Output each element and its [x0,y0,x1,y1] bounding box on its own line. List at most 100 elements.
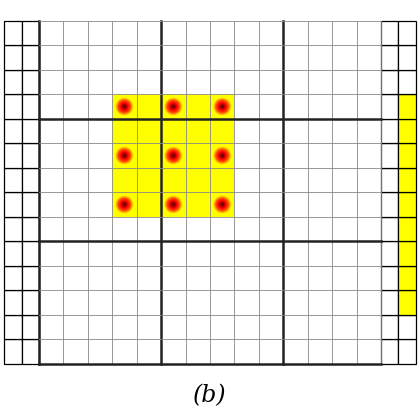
Bar [4,94,21,119]
Bar [381,192,399,217]
Circle shape [118,150,130,162]
Circle shape [121,202,127,207]
Bar [4,192,21,217]
Circle shape [165,148,181,163]
Circle shape [119,199,130,210]
Circle shape [220,202,225,207]
Bar [399,290,416,315]
Circle shape [120,102,129,111]
Circle shape [216,100,228,113]
Circle shape [118,100,131,113]
Circle shape [167,199,179,210]
Circle shape [120,151,129,160]
Circle shape [117,99,132,114]
Circle shape [120,200,129,208]
Circle shape [121,152,128,159]
Circle shape [168,102,178,111]
Bar [4,119,21,143]
Circle shape [116,196,133,213]
Circle shape [215,198,229,211]
Circle shape [217,200,227,210]
Bar [21,21,39,45]
Bar [381,119,399,143]
Circle shape [121,201,128,208]
Circle shape [122,154,126,158]
Bar [21,45,39,70]
Circle shape [120,200,129,209]
Circle shape [214,98,231,115]
Circle shape [166,99,181,114]
Circle shape [170,201,177,208]
Circle shape [166,198,180,211]
Circle shape [217,150,228,161]
Bar [381,21,399,45]
Circle shape [215,197,230,212]
Circle shape [171,104,176,109]
Circle shape [165,98,182,115]
Circle shape [165,147,181,164]
Circle shape [171,104,176,110]
Circle shape [168,102,178,112]
Circle shape [123,105,126,108]
Circle shape [117,148,132,163]
Circle shape [219,201,226,208]
Bar [4,217,21,241]
Circle shape [168,150,178,161]
Circle shape [220,202,224,207]
Circle shape [168,199,179,210]
Circle shape [172,105,174,108]
Circle shape [166,148,181,163]
Circle shape [170,103,177,110]
Circle shape [124,204,125,205]
Circle shape [168,200,178,209]
Circle shape [218,200,227,209]
Circle shape [171,154,175,157]
Circle shape [217,150,227,161]
Circle shape [116,98,133,115]
Circle shape [167,149,180,162]
Circle shape [119,150,130,161]
Bar [399,339,416,364]
Circle shape [170,152,176,159]
Circle shape [171,153,176,158]
Bar [381,217,399,241]
Circle shape [218,151,227,160]
Circle shape [221,203,224,206]
Circle shape [217,101,228,112]
Circle shape [165,99,181,115]
Circle shape [215,197,229,212]
Circle shape [217,199,228,210]
Circle shape [124,155,125,156]
Circle shape [123,203,126,206]
Circle shape [218,102,227,111]
Bar [399,94,416,119]
Circle shape [170,201,176,207]
Circle shape [171,203,175,206]
Circle shape [171,153,176,158]
Circle shape [116,196,133,213]
Circle shape [171,202,175,207]
Circle shape [122,153,127,158]
Circle shape [122,104,127,109]
Circle shape [118,100,131,113]
Circle shape [119,200,129,209]
Bar [399,70,416,94]
Circle shape [116,147,133,164]
Circle shape [221,204,223,205]
Circle shape [219,103,226,110]
Circle shape [121,103,128,110]
Circle shape [169,200,177,208]
Circle shape [173,155,174,156]
Circle shape [123,203,126,206]
Circle shape [215,148,230,163]
Circle shape [124,106,125,107]
Circle shape [173,204,174,205]
Circle shape [217,199,228,210]
Circle shape [171,154,175,158]
Bar [21,241,39,266]
Bar [399,21,416,45]
Circle shape [120,200,129,209]
Circle shape [168,150,179,161]
Circle shape [218,200,226,209]
Circle shape [122,202,126,207]
